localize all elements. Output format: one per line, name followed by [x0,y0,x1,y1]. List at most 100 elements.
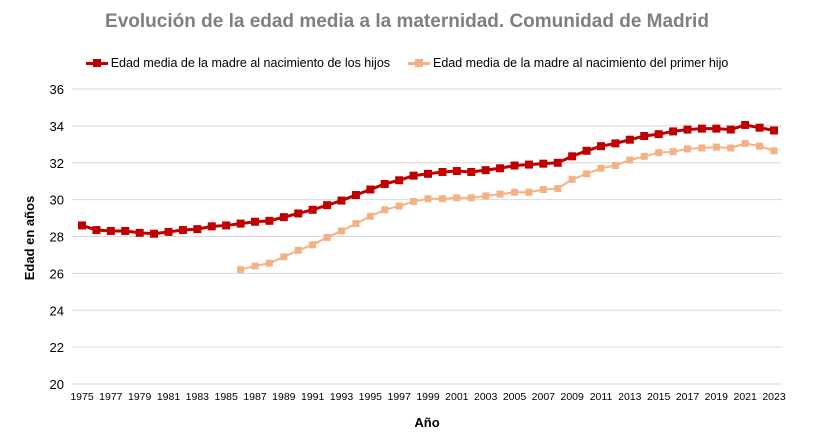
data-point [237,266,245,274]
legend-label: Edad media de la madre al nacimiento del… [433,56,729,70]
data-point [164,227,173,236]
data-point [323,233,331,241]
x-tick-label: 1993 [330,391,354,403]
x-tick-label: 2009 [560,391,584,403]
data-point [294,246,302,254]
data-point [741,120,750,129]
data-point [467,167,476,176]
data-point [741,139,749,147]
chart-title: Evolución de la edad media a la maternid… [105,11,709,32]
data-point [452,167,461,176]
data-point [684,145,691,153]
data-point [279,213,288,222]
y-tick-label: 32 [50,156,64,171]
data-point [121,226,130,235]
data-point [351,191,360,200]
data-point [395,176,404,185]
data-point [438,195,446,203]
y-axis-label: Edad en años [22,196,37,281]
data-point [583,170,591,178]
data-point [92,226,101,235]
data-point [366,185,375,194]
data-point [755,123,764,132]
x-tick-label: 2013 [618,391,642,403]
data-point [178,226,187,235]
x-tick-label: 2019 [705,391,729,403]
legend-swatch [408,58,431,67]
y-tick-label: 34 [50,119,64,134]
data-point [453,194,461,202]
data-point [338,227,345,235]
data-point [727,144,735,152]
data-point [467,194,475,202]
data-point [236,219,245,228]
data-point [323,201,332,210]
x-tick-label: 1985 [214,391,238,403]
data-point [611,162,619,170]
data-point [309,241,317,249]
x-tick-label: 1979 [128,391,152,403]
y-tick-label: 26 [50,266,64,281]
data-point [380,179,389,188]
y-tick-label: 22 [50,340,64,355]
data-point [510,161,519,170]
x-tick-label: 2023 [762,391,786,403]
x-tick-label: 2011 [590,391,613,403]
legend: Edad media de la madre al nacimiento de … [0,56,814,70]
x-tick-label: 2003 [474,391,498,403]
x-tick-label: 1983 [186,391,210,403]
data-point [697,124,706,133]
data-point [568,175,576,183]
data-point [496,164,505,173]
legend-item-primer-hijo: Edad media de la madre al nacimiento del… [408,56,728,70]
data-point [625,135,634,144]
data-point [712,143,720,151]
data-point [78,221,86,230]
x-tick-label: 1977 [99,391,123,403]
data-point [640,132,649,141]
data-point [193,225,202,234]
data-point [669,148,677,156]
data-point [395,202,403,210]
legend-item-hijos: Edad media de la madre al nacimiento de … [85,56,391,70]
data-point [539,185,547,193]
x-tick-label: 1987 [243,391,267,403]
y-tick-label: 20 [50,377,64,392]
data-point [381,206,389,214]
x-tick-label: 1995 [359,391,383,403]
y-tick-label: 30 [50,193,64,208]
data-point [265,259,273,267]
data-point [539,159,548,168]
data-point [669,127,678,136]
y-tick-label: 24 [50,303,64,318]
x-tick-label: 1997 [387,391,411,403]
data-point [511,188,518,196]
x-tick-label: 2001 [445,391,469,403]
x-tick-label: 2017 [676,391,700,403]
data-point [106,226,115,235]
data-point [626,156,634,164]
data-point [207,222,216,231]
data-point [135,228,144,237]
data-point [251,262,259,270]
x-tick-label: 2007 [532,391,556,403]
data-point [496,190,504,198]
data-point [582,146,591,155]
data-point [294,209,303,218]
y-tick-label: 36 [50,82,64,97]
x-tick-label: 2021 [733,391,757,403]
data-point [438,167,447,176]
x-tick-label: 2005 [503,391,527,403]
data-point [524,160,533,169]
x-tick-label: 1975 [70,391,94,403]
data-point [280,253,288,261]
data-point [308,205,317,214]
data-point [712,124,721,133]
series-line [81,123,775,236]
data-point [770,147,778,155]
legend-label: Edad media de la madre al nacimiento de … [110,56,391,70]
data-point [265,216,274,225]
data-point [770,126,778,135]
data-point [337,196,346,205]
